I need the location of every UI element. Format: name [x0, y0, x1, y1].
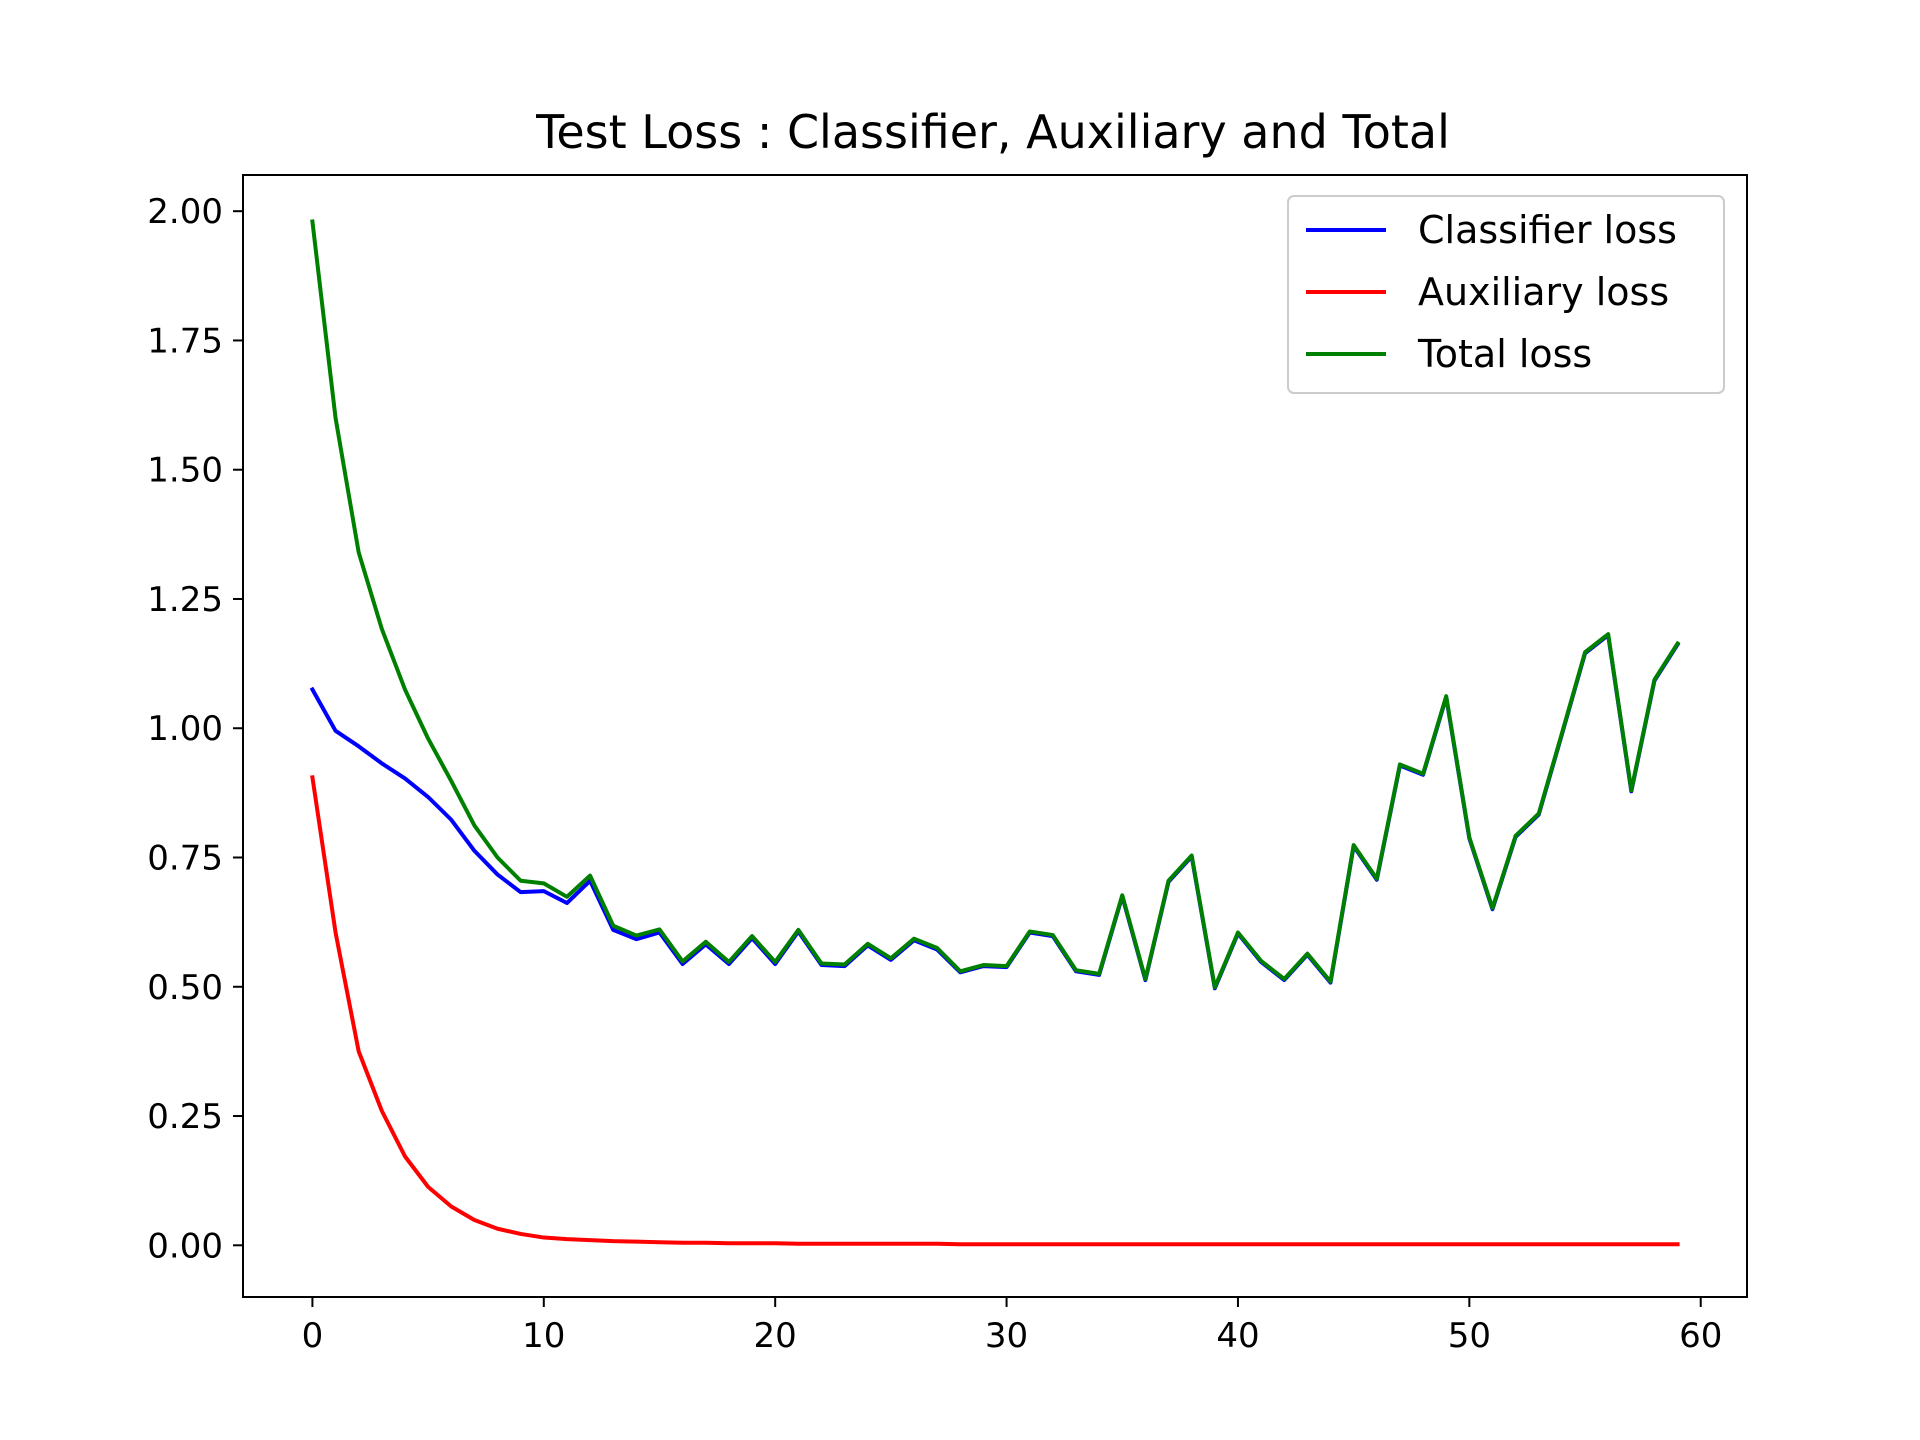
y-tick-label: 0.75 — [147, 839, 223, 879]
series-line-auxiliary-loss — [310, 775, 1680, 1247]
x-tick-label: 60 — [1679, 1316, 1722, 1356]
y-tick-label: 0.50 — [147, 968, 223, 1008]
y-tick-label: 0.00 — [147, 1226, 223, 1266]
y-tick-label: 1.50 — [147, 451, 223, 491]
series-line-classifier-loss — [309, 633, 1681, 991]
legend-label-classifier-loss: Classifier loss — [1418, 208, 1677, 252]
y-tick-label: 1.25 — [147, 580, 223, 620]
legend: Classifier loss Auxiliary loss Total loss — [1287, 195, 1725, 394]
y-tick-label: 1.00 — [147, 709, 223, 749]
x-axis: 0 10 20 30 40 50 60 — [302, 1297, 1722, 1356]
y-axis: 0.00 0.25 0.50 0.75 1.00 1.25 1.50 1.75 2.00 — [147, 192, 243, 1266]
x-tick-label: 10 — [522, 1316, 565, 1356]
plot-area-frame — [242, 174, 1748, 1298]
series-line-total-loss — [310, 219, 1681, 990]
x-tick-label: 30 — [985, 1316, 1028, 1356]
x-tick-label: 0 — [302, 1316, 324, 1356]
y-tick-label: 2.00 — [147, 192, 223, 232]
x-tick-label: 40 — [1216, 1316, 1259, 1356]
legend-box — [1287, 195, 1725, 394]
series-layer — [309, 219, 1681, 1247]
chart-title: Test Loss : Classifier, Auxiliary and To… — [535, 105, 1450, 159]
x-tick-label: 20 — [754, 1316, 797, 1356]
x-tick-label: 50 — [1448, 1316, 1491, 1356]
legend-label-total-loss: Total loss — [1417, 332, 1592, 376]
y-tick-label: 1.75 — [147, 321, 223, 361]
legend-label-auxiliary-loss: Auxiliary loss — [1418, 270, 1669, 314]
y-tick-label: 0.25 — [147, 1097, 223, 1137]
